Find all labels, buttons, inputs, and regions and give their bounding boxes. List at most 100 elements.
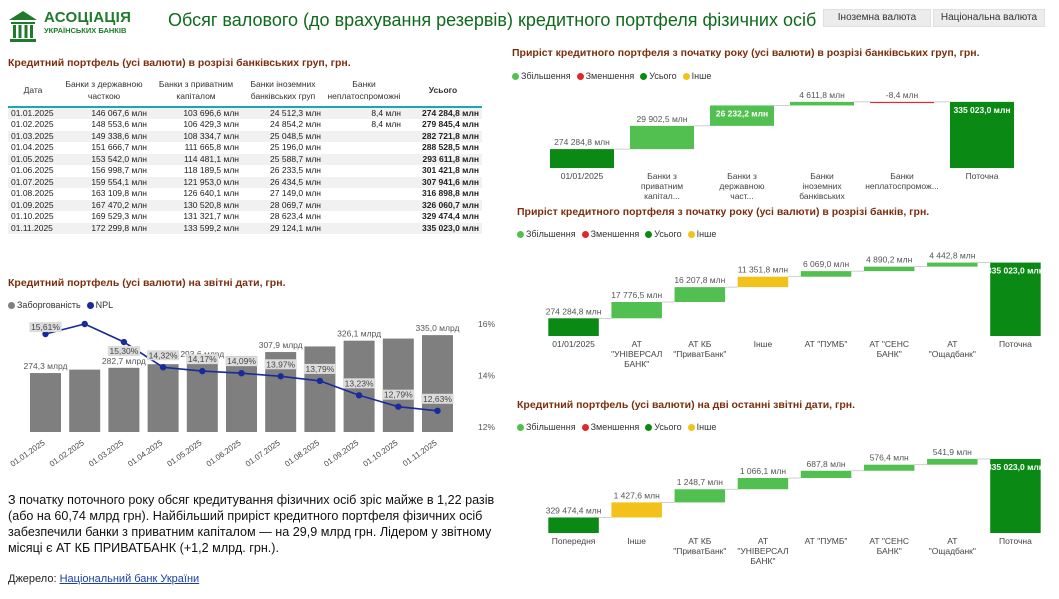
npl-point[interactable] bbox=[120, 338, 128, 346]
col-header-foreign-banks[interactable]: Банки іноземних банківських груп bbox=[250, 79, 316, 101]
waterfall-category-label: державною bbox=[719, 181, 765, 191]
table-cell bbox=[324, 211, 404, 223]
waterfall-bar[interactable] bbox=[550, 149, 614, 168]
x-tick-label: 01.07.2025 bbox=[244, 438, 282, 469]
npl-point[interactable] bbox=[277, 373, 284, 380]
waterfall-category-label: "УНІВЕРСАЛ bbox=[737, 546, 788, 556]
waterfall-bar[interactable] bbox=[737, 276, 789, 288]
debt-bar[interactable] bbox=[108, 367, 140, 432]
waterfall-bar[interactable] bbox=[927, 262, 978, 267]
waterfall-bar[interactable] bbox=[674, 489, 726, 503]
source-link[interactable]: Національний банк України bbox=[59, 573, 200, 585]
waterfall-bar[interactable] bbox=[611, 502, 662, 518]
npl-point[interactable] bbox=[81, 320, 88, 328]
legend-item-other: Інше bbox=[687, 229, 717, 239]
x-tick-label: 01.05.2025 bbox=[165, 438, 203, 469]
npl-legend-label: NPL bbox=[95, 300, 114, 310]
npl-point[interactable] bbox=[355, 392, 363, 399]
logo-line1: АСОЦІАЦІЯ bbox=[44, 9, 132, 26]
table-row: 01.06.2025 156 998,7 млн 118 189,5 млн 26 2… bbox=[8, 165, 482, 177]
waterfall-bar[interactable] bbox=[950, 101, 1014, 168]
waterfall-bar[interactable] bbox=[800, 271, 852, 277]
col-header-total[interactable]: Усього bbox=[428, 84, 458, 95]
npl-point[interactable] bbox=[159, 364, 167, 371]
waterfall-bar[interactable] bbox=[990, 458, 1041, 533]
logo-line2: УКРАЇНСЬКИХ БАНКІВ bbox=[44, 26, 127, 35]
waterfall-bar[interactable] bbox=[863, 464, 915, 471]
debt-bar[interactable] bbox=[226, 356, 257, 432]
table-cell-total: 279 845,4 млн bbox=[422, 119, 479, 130]
col-header-state-banks[interactable]: Банки з державною часткою bbox=[65, 79, 143, 101]
table-cell-date: 01.06.2025 bbox=[11, 165, 54, 176]
waterfall-category-label: Поточна bbox=[966, 171, 999, 181]
npl-label: 13,79% bbox=[305, 364, 334, 374]
table-cell-date: 01.04.2025 bbox=[11, 142, 54, 153]
x-tick-label: 01.11.2025 bbox=[401, 438, 439, 468]
foreign-currency-toggle[interactable]: Іноземна валюта bbox=[823, 9, 931, 27]
npl-label-bg bbox=[343, 378, 376, 389]
debt-bar[interactable] bbox=[304, 346, 336, 432]
debt-bar[interactable] bbox=[69, 369, 101, 432]
debt-legend-marker bbox=[8, 301, 15, 309]
waterfall-category-label: 01/01/2025 bbox=[552, 339, 595, 349]
source-label: Джерело: bbox=[8, 573, 57, 585]
col-header-private-banks[interactable]: Банки з приватним капіталом bbox=[158, 79, 234, 101]
legend-label-decrease: Зменшення bbox=[590, 229, 640, 239]
waterfall-bar[interactable] bbox=[611, 301, 662, 319]
x-tick-label: 01.03.2025 bbox=[87, 438, 125, 469]
debt-bar[interactable] bbox=[30, 373, 61, 432]
waterfall-bar[interactable] bbox=[674, 287, 726, 302]
portfolio-npl-chart: 274,3 млрд 01.01.2025 01.02.2025 282,7 млрд… bbox=[9, 319, 496, 469]
waterfall-value-label: 335 023,0 млн bbox=[987, 462, 1044, 472]
waterfall-bar[interactable] bbox=[710, 105, 774, 126]
x-tick-label: 01.06.2025 bbox=[205, 438, 243, 469]
waterfall-bar[interactable] bbox=[990, 262, 1041, 336]
col-header-date[interactable]: Дата bbox=[23, 84, 43, 95]
waterfall-bar[interactable] bbox=[630, 125, 694, 150]
waterfall-bar[interactable] bbox=[790, 101, 854, 106]
waterfall-bar[interactable] bbox=[863, 266, 915, 272]
waterfall-value-label: 1 427,6 млн bbox=[614, 490, 661, 500]
waterfall-category-label: "ПриватБанк" bbox=[673, 546, 726, 556]
waterfall-bar[interactable] bbox=[737, 478, 789, 490]
waterfall-category-label: 01/01/2025 bbox=[561, 171, 604, 181]
legend-label-other: Інше bbox=[696, 229, 717, 239]
legend-item-decrease: Зменшення bbox=[576, 71, 634, 81]
waterfall-bar[interactable] bbox=[548, 517, 599, 533]
waterfall-value-label: 16 207,8 млн bbox=[674, 275, 725, 285]
page-title: Обсяг валового (до врахування резервів) … bbox=[168, 10, 817, 30]
legend-marker-increase bbox=[517, 423, 524, 431]
waterfall-category-label: Банки bbox=[810, 171, 834, 181]
npl-point[interactable] bbox=[238, 369, 245, 377]
debt-bar[interactable] bbox=[147, 364, 179, 432]
waterfall-category-label: АТ bbox=[947, 339, 957, 349]
table-cell: 167 470,2 млн bbox=[91, 199, 147, 210]
debt-bar[interactable] bbox=[422, 335, 453, 432]
waterfall-value-label: 1 248,7 млн bbox=[677, 477, 724, 487]
waterfall-bar[interactable] bbox=[927, 458, 978, 465]
waterfall-bar[interactable] bbox=[870, 101, 934, 104]
national-currency-toggle[interactable]: Національна валюта bbox=[933, 9, 1045, 27]
npl-point[interactable] bbox=[42, 330, 49, 338]
debt-bar[interactable] bbox=[382, 338, 414, 432]
table-cell-total: 329 474,4 млн bbox=[422, 211, 479, 222]
waterfall-category-label: Поточна bbox=[999, 536, 1032, 546]
growth-banks-legend: Збільшення Зменшення Усього Інше bbox=[517, 229, 722, 239]
waterfall-bar[interactable] bbox=[800, 470, 852, 479]
npl-point[interactable] bbox=[395, 403, 402, 410]
waterfall-category-label: іноземних bbox=[802, 181, 842, 191]
npl-point[interactable] bbox=[316, 377, 324, 385]
table-cell: 24 854,2 млн bbox=[270, 119, 321, 130]
npl-label: 12,63% bbox=[423, 394, 452, 404]
col-header-insolvent-banks[interactable]: Банки неплатоспроможні bbox=[327, 79, 401, 101]
legend-item-decrease: Зменшення bbox=[581, 229, 640, 239]
table-cell-total: 307 941,6 млн bbox=[422, 176, 479, 187]
npl-point[interactable] bbox=[199, 367, 206, 375]
legend-item-other: Інше bbox=[682, 71, 711, 81]
x-tick-label: 01.09.2025 bbox=[322, 438, 360, 469]
waterfall-bar[interactable] bbox=[548, 318, 599, 336]
legend-marker-decrease bbox=[581, 423, 589, 431]
legend-item-increase: Збільшення bbox=[512, 71, 571, 81]
npl-point[interactable] bbox=[434, 407, 441, 414]
waterfall-value-label: 274 284,8 млн bbox=[546, 306, 602, 316]
